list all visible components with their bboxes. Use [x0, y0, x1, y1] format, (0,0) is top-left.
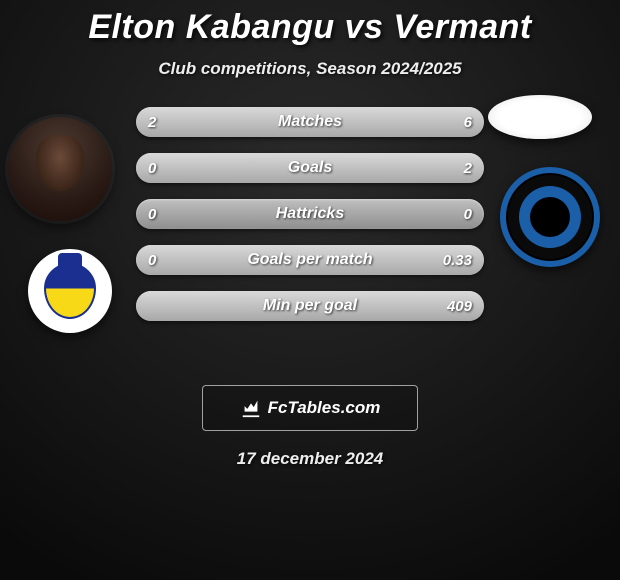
stat-row: 0 0.33 Goals per match — [136, 245, 484, 275]
watermark: FcTables.com — [202, 385, 418, 431]
player-left-avatar — [8, 117, 112, 221]
stat-label: Goals per match — [247, 251, 372, 269]
stat-value-right: 0.33 — [443, 252, 472, 269]
chart-icon — [240, 397, 262, 419]
stat-value-left: 0 — [148, 160, 156, 177]
subtitle: Club competitions, Season 2024/2025 — [0, 59, 620, 79]
stat-row: 409 Min per goal — [136, 291, 484, 321]
watermark-text: FcTables.com — [268, 398, 381, 418]
stat-value-right: 0 — [464, 206, 472, 223]
stat-row: 0 2 Goals — [136, 153, 484, 183]
comparison-panel: 2 6 Matches 0 2 Goals 0 0 Hattricks 0 0.33 Goals pe… — [0, 107, 620, 367]
player-right-avatar — [488, 95, 592, 139]
club-badge-shape — [44, 263, 96, 319]
stat-label: Goals — [288, 159, 332, 177]
stat-value-right: 2 — [464, 160, 472, 177]
player-left-club-badge — [28, 249, 112, 333]
club-badge-shape — [519, 186, 581, 248]
stat-fill-right — [223, 107, 484, 137]
stat-value-right: 409 — [447, 298, 472, 315]
stat-value-right: 6 — [464, 114, 472, 131]
stat-bars: 2 6 Matches 0 2 Goals 0 0 Hattricks 0 0.33 Goals pe… — [136, 107, 484, 337]
date-text: 17 december 2024 — [0, 449, 620, 469]
stat-value-left: 0 — [148, 252, 156, 269]
stat-label: Min per goal — [263, 297, 357, 315]
page-title: Elton Kabangu vs Vermant — [0, 0, 620, 47]
stat-label: Hattricks — [276, 205, 344, 223]
stat-row: 0 0 Hattricks — [136, 199, 484, 229]
stat-value-left: 2 — [148, 114, 156, 131]
stat-label: Matches — [278, 113, 342, 131]
stat-value-left: 0 — [148, 206, 156, 223]
player-right-club-badge — [500, 167, 600, 267]
stat-row: 2 6 Matches — [136, 107, 484, 137]
